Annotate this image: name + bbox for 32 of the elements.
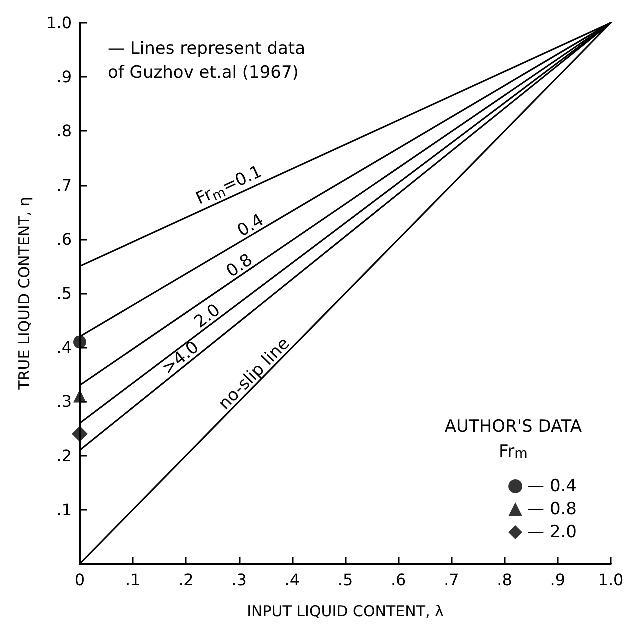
legend-label: — 0.4 [528,476,578,496]
x-tick-label: 1.0 [598,570,624,590]
x-tick-label: .9 [550,570,566,590]
y-tick-label: .7 [56,176,72,195]
text: 0.8 [223,250,257,282]
legend-title: AUTHOR'S DATA Frm [444,417,582,462]
annotation: — Lines represent data of Guzhov et.al (1967) [108,39,306,83]
y-tick-label: .9 [56,68,72,87]
x-tick-label: .6 [390,570,406,590]
y-tick-label: .2 [56,446,72,466]
x-tick-label: .5 [338,570,354,590]
x-tick-label: .2 [178,570,194,590]
x-tick-label: .8 [497,570,512,590]
x-axis-title: INPUT LIQUID CONTENT, λ [247,602,444,620]
x-tick-label: .4 [284,570,300,590]
y-tick-label: .5 [56,284,72,303]
text: 2.0 [190,300,224,333]
y-tick-label: .3 [56,392,72,412]
text: 0.4 [234,210,268,242]
text: Frm=0.1 [193,162,266,210]
y-tick-label: .6 [56,230,72,249]
y-tick-label: .1 [56,500,72,520]
y-tick-label: 1.0 [46,14,72,32]
y-tick-label: .4 [56,338,72,358]
y-tick-label: .8 [56,122,72,141]
x-tick-label: .7 [444,570,460,590]
x-tick-label: .3 [232,570,247,590]
y-axis-title: TRUE LIQUID CONTENT, η [16,197,34,391]
x-tick-label: 0 [74,570,86,590]
legend-label: — 2.0 [528,522,578,542]
x-tick-label: .1 [125,570,141,590]
legend-label: — 0.8 [528,500,578,520]
